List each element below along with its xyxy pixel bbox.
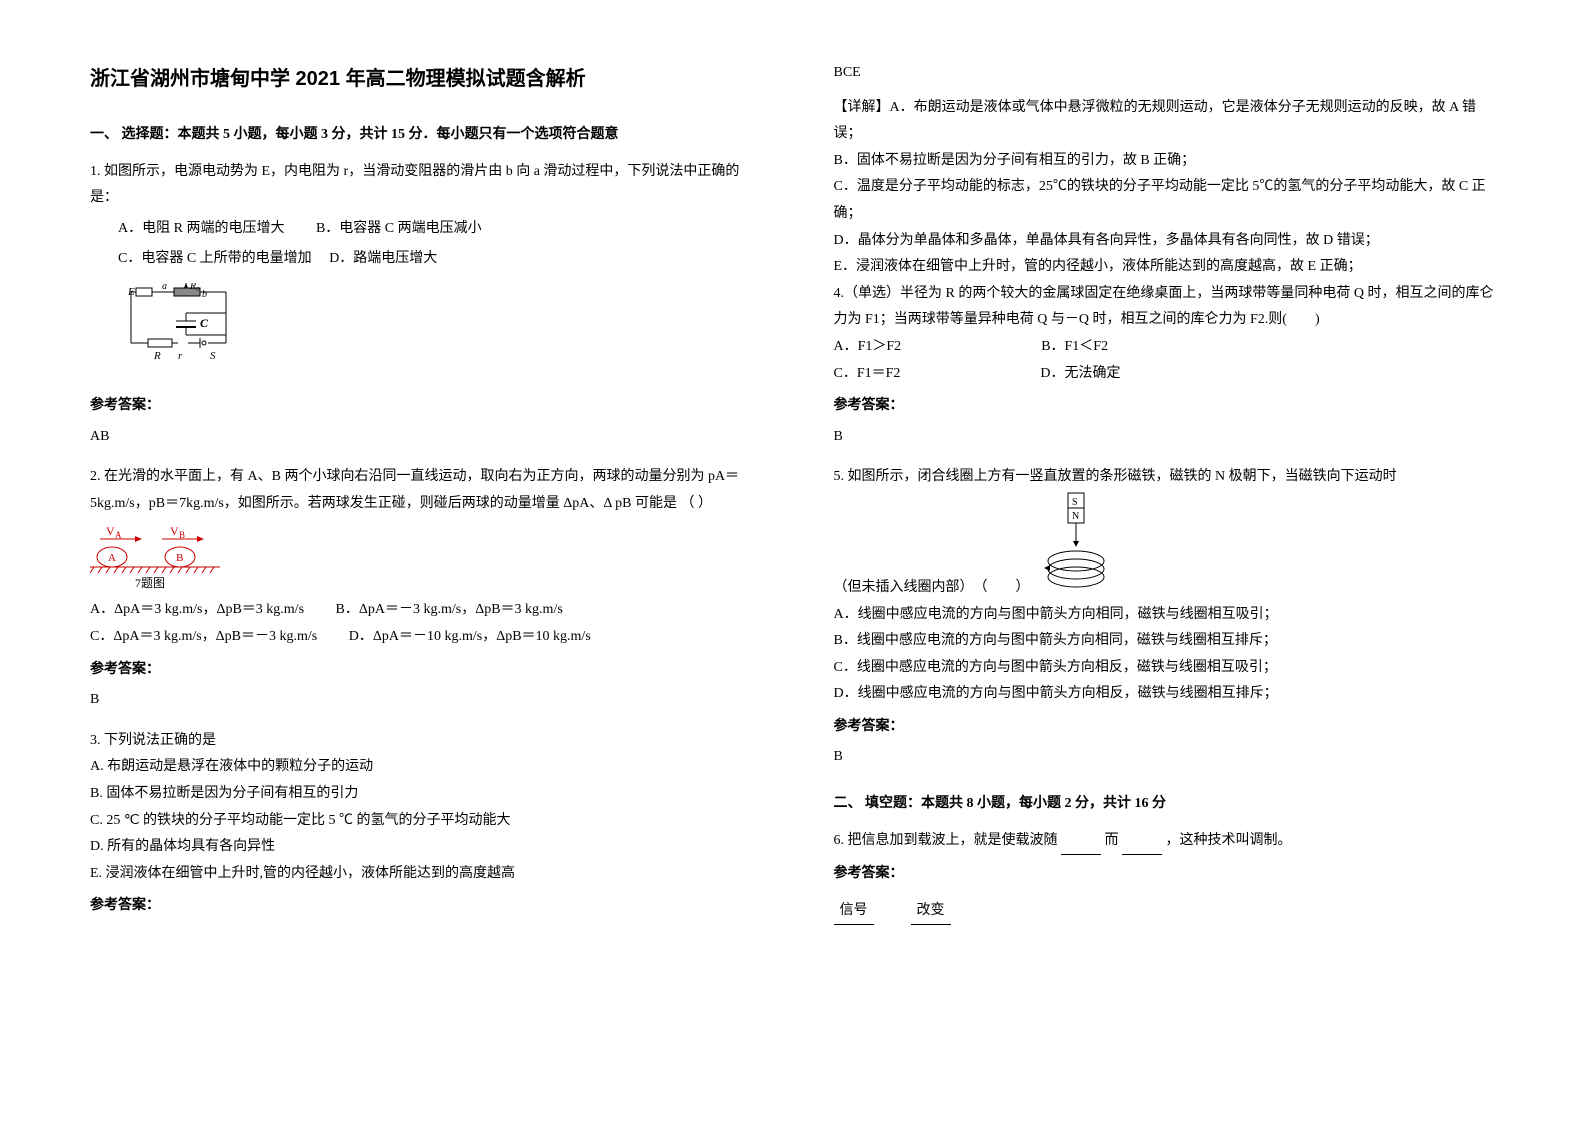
svg-text:S: S <box>210 350 216 362</box>
q6-blank-1 <box>1061 828 1101 856</box>
q1-answer: AB <box>90 424 754 451</box>
question-6: 6. 把信息加到载波上，就是使载波随 而 ，这种技术叫调制。 参考答案： 信号 … <box>834 828 1498 926</box>
q4-opt-b: B．F1＜F2 <box>1041 334 1108 361</box>
q3-opt-b: B. 固体不易拉断是因为分子间有相互的引力 <box>90 781 754 808</box>
q1-options: A．电阻 R 两端的电压增大 B．电容器 C 两端电压减小 <box>90 216 754 243</box>
q2-answer: B <box>90 687 754 714</box>
q6-ans-1: 信号 <box>834 898 874 926</box>
q2-opt-a: A．ΔpA＝3 kg.m/s，ΔpB＝3 kg.m/s <box>90 602 304 617</box>
q3-opt-a: A. 布朗运动是悬浮在液体中的颗粒分子的运动 <box>90 754 754 781</box>
svg-text:S: S <box>1072 497 1078 508</box>
q3-opt-d: D. 所有的晶体均具有各向异性 <box>90 834 754 861</box>
q2-row2: C．ΔpA＝3 kg.m/s，ΔpB＝－3 kg.m/s D．ΔpA＝－10 k… <box>90 624 754 651</box>
section-1-heading: 一、 选择题：本题共 5 小题，每小题 3 分，共计 15 分．每小题只有一个选… <box>90 122 754 149</box>
question-5: 5. 如图所示，闭合线圈上方有一竖直放置的条形磁铁，磁铁的 N 极朝下，当磁铁向… <box>834 464 1498 779</box>
q4-row1: A．F1＞F2 B．F1＜F2 <box>834 334 1498 361</box>
q2-opt-c: C．ΔpA＝3 kg.m/s，ΔpB＝－3 kg.m/s <box>90 629 317 644</box>
svg-text:N: N <box>1072 511 1079 522</box>
q3-ans-label: 参考答案： <box>90 893 754 920</box>
q3-opt-e: E. 浸润液体在细管中上升时,管的内径越小，液体所能达到的高度越高 <box>90 861 754 888</box>
q4-stem: 4.（单选）半径为 R 的两个较大的金属球固定在绝缘桌面上，当两球带等量同种电荷… <box>834 281 1498 334</box>
svg-text:C: C <box>200 316 209 330</box>
q3-expl-e: E．浸润液体在细管中上升时，管的内径越小，液体所能达到的高度越高，故 E 正确； <box>834 254 1498 281</box>
svg-text:B: B <box>176 552 183 564</box>
question-3: 3. 下列说法正确的是 A. 布朗运动是悬浮在液体中的颗粒分子的运动 B. 固体… <box>90 728 754 924</box>
q4-opt-d: D．无法确定 <box>1040 361 1120 388</box>
svg-text:r: r <box>178 350 183 362</box>
q5-ans-label: 参考答案： <box>834 714 1498 741</box>
q4-opt-c: C．F1＝F2 <box>834 361 901 388</box>
svg-text:V: V <box>170 524 179 538</box>
svg-text:A: A <box>108 552 116 564</box>
q3-stem: 3. 下列说法正确的是 <box>90 728 754 755</box>
q3-expl-b: B．固体不易拉断是因为分子间有相互的引力，故 B 正确； <box>834 148 1498 175</box>
q5-stem2: （但未插入线圈内部） （ ） <box>834 575 1030 602</box>
q1-opt-d: D．路端电压增大 <box>329 251 437 266</box>
question-4: 4.（单选）半径为 R 的两个较大的金属球固定在绝缘桌面上，当两球带等量同种电荷… <box>834 281 1498 459</box>
q2-caption: 7题图 <box>135 576 165 590</box>
page-title: 浙江省湖州市塘甸中学 2021 年高二物理模拟试题含解析 <box>90 60 754 98</box>
q2-opt-b: B．ΔpA＝－3 kg.m/s，ΔpB＝3 kg.m/s <box>336 602 563 617</box>
right-column: BCE 【详解】A．布朗运动是液体或气体中悬浮微粒的无规则运动，它是液体分子无规… <box>834 60 1498 1062</box>
q6-stem: 6. 把信息加到载波上，就是使载波随 而 ，这种技术叫调制。 <box>834 828 1498 856</box>
question-1: 1. 如图所示，电源电动势为 E，内电阻为 r，当滑动变阻器的滑片由 b 向 a… <box>90 159 754 459</box>
q4-answer: B <box>834 424 1498 451</box>
q2-ans-label: 参考答案： <box>90 657 754 684</box>
svg-text:b: b <box>202 289 207 300</box>
q1-ans-label: 参考答案： <box>90 393 754 420</box>
svg-text:R: R <box>153 350 161 362</box>
q6-ans-2: 改变 <box>911 898 951 926</box>
q6-mid: 而 <box>1105 833 1119 848</box>
q1-opt-c: C．电容器 C 上所带的电量增加 <box>118 251 312 266</box>
q5-opt-c: C．线圈中感应电流的方向与图中箭头方向相反，磁铁与线圈相互吸引； <box>834 655 1498 682</box>
q1-options-2: C．电容器 C 上所带的电量增加 D．路端电压增大 <box>90 246 754 273</box>
q1-stem: 1. 如图所示，电源电动势为 E，内电阻为 r，当滑动变阻器的滑片由 b 向 a… <box>90 159 754 212</box>
q5-opt-b: B．线圈中感应电流的方向与图中箭头方向相同，磁铁与线圈相互排斥； <box>834 628 1498 655</box>
q3-expl-a: 【详解】A．布朗运动是液体或气体中悬浮微粒的无规则运动，它是液体分子无规则运动的… <box>834 95 1498 148</box>
q2-opt-d: D．ΔpA＝－10 kg.m/s，ΔpB＝10 kg.m/s <box>349 629 591 644</box>
q4-ans-label: 参考答案： <box>834 393 1498 420</box>
q5-answer: B <box>834 744 1498 771</box>
q5-opt-d: D．线圈中感应电流的方向与图中箭头方向相反，磁铁与线圈相互排斥； <box>834 681 1498 708</box>
q6-blank-2 <box>1122 828 1162 856</box>
q5-line2: （但未插入线圈内部） （ ） S N <box>834 491 1498 602</box>
q3-expl-c: C．温度是分子平均动能的标志，25℃的铁块的分子平均动能一定比 5℃的氢气的分子… <box>834 174 1498 227</box>
svg-text:R₀: R₀ <box>189 283 200 292</box>
q1-opt-b: B．电容器 C 两端电压减小 <box>316 221 482 236</box>
svg-text:V: V <box>106 524 115 538</box>
q2-stem: 2. 在光滑的水平面上，有 A、B 两个小球向右沿同一直线运动，取向右为正方向，… <box>90 464 754 517</box>
q4-row2: C．F1＝F2 D．无法确定 <box>834 361 1498 388</box>
q5-magnet-diagram: S N <box>1036 491 1116 602</box>
q6-stem-pre: 6. 把信息加到载波上，就是使载波随 <box>834 833 1058 848</box>
q6-stem-post: ，这种技术叫调制。 <box>1166 833 1292 848</box>
left-column: 浙江省湖州市塘甸中学 2021 年高二物理模拟试题含解析 一、 选择题：本题共 … <box>90 60 754 1062</box>
q3-answer: BCE <box>834 60 1498 87</box>
question-2: 2. 在光滑的水平面上，有 A、B 两个小球向右沿同一直线运动，取向右为正方向，… <box>90 464 754 722</box>
q5-stem1: 5. 如图所示，闭合线圈上方有一竖直放置的条形磁铁，磁铁的 N 极朝下，当磁铁向… <box>834 469 1397 484</box>
q5-line1: 5. 如图所示，闭合线圈上方有一竖直放置的条形磁铁，磁铁的 N 极朝下，当磁铁向… <box>834 464 1498 491</box>
svg-text:a: a <box>162 283 167 292</box>
q6-answers: 信号 改变 <box>834 898 1498 926</box>
q1-opt-a: A．电阻 R 两端的电压增大 <box>118 221 284 236</box>
section-2-heading: 二、 填空题：本题共 8 小题，每小题 2 分，共计 16 分 <box>834 791 1498 818</box>
q1-circuit-diagram: E a R₀ b C <box>126 283 256 383</box>
q3-opt-c: C. 25 ℃ 的铁块的分子平均动能一定比 5 ℃ 的氢气的分子平均动能大 <box>90 808 754 835</box>
q3-expl-d: D．晶体分为单晶体和多晶体，单晶体具有各向异性，多晶体具有各向同性，故 D 错误… <box>834 228 1498 255</box>
q5-opt-a: A．线圈中感应电流的方向与图中箭头方向相同，磁铁与线圈相互吸引； <box>834 602 1498 629</box>
q2-row1: A．ΔpA＝3 kg.m/s，ΔpB＝3 kg.m/s B．ΔpA＝－3 kg.… <box>90 597 754 624</box>
q4-opt-a: A．F1＞F2 <box>834 334 902 361</box>
q6-ans-label: 参考答案： <box>834 861 1498 888</box>
q2-diagram: VA VB A B <box>90 523 754 591</box>
